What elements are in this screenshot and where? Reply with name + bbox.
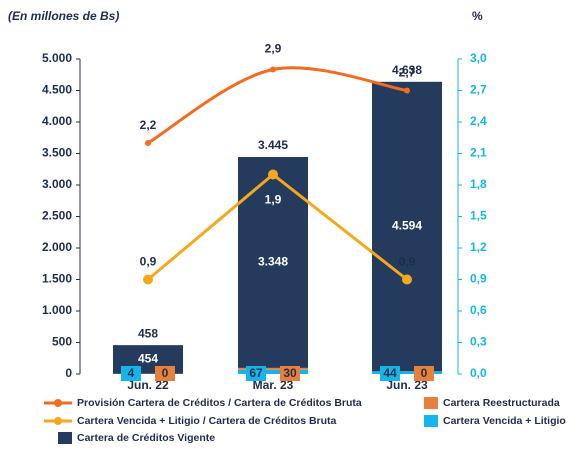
label-bg [380, 366, 400, 381]
y2-tick-label: 1,8 [470, 177, 487, 191]
label-bg [155, 366, 175, 381]
x-tick-label: Jun. 23 [386, 378, 428, 392]
y2-tick-label: 2,1 [470, 146, 487, 160]
legend-swatch [58, 432, 72, 444]
bar-value-label: 454 [138, 352, 158, 366]
total-label: 4.638 [392, 63, 422, 77]
label-bg [121, 366, 141, 381]
y2-tick-label: 0,6 [470, 303, 487, 317]
bar-value-label: 44 [383, 366, 397, 380]
line-value-label: 0,9 [140, 255, 157, 269]
y-tick-label: 1.500 [42, 272, 72, 286]
y2-tick-label: 2,7 [470, 83, 487, 97]
legend-swatch [424, 397, 438, 409]
x-tick-label: Jun. 22 [127, 378, 169, 392]
y2-tick-label: 0,0 [470, 366, 487, 380]
y2-tick-label: 1,2 [470, 240, 487, 254]
bar-value-label: 3.348 [258, 255, 288, 269]
y-tick-label: 3.500 [42, 146, 72, 160]
y-tick-label: 4.500 [42, 83, 72, 97]
bar-value-label: 4 [128, 366, 135, 380]
line-value-label: 2,9 [265, 42, 282, 56]
legend-swatch [424, 415, 438, 427]
x-tick-label: Mar. 23 [253, 378, 294, 392]
y-tick-label: 500 [52, 335, 72, 349]
y2-title: % [472, 9, 483, 23]
line-marker [402, 274, 412, 285]
line-value-label: 0,9 [399, 255, 416, 269]
y-tick-label: 2.500 [42, 209, 72, 223]
line-marker [404, 87, 410, 94]
bar-segment [372, 81, 442, 372]
line-marker [145, 140, 151, 146]
y-tick-label: 1.000 [42, 303, 72, 317]
bar-value-label: 0 [421, 366, 428, 380]
bar-segment [238, 369, 308, 374]
legend-marker [54, 399, 62, 407]
y2-tick-label: 0,9 [470, 272, 487, 286]
bar-value-label: 4.594 [392, 219, 422, 233]
y-tick-label: 3.000 [42, 177, 72, 191]
line-value-label: 2,7 [399, 66, 416, 80]
legend-label: Provisión Cartera de Créditos / Cartera … [77, 397, 362, 409]
line-marker [268, 169, 278, 180]
label-bg [246, 366, 266, 381]
y-tick-label: 2.000 [42, 240, 72, 254]
bar-value-label: 30 [283, 366, 297, 380]
label-bg [280, 366, 300, 381]
legend-label: Cartera de Créditos Vigente [77, 432, 215, 444]
label-bg [414, 366, 434, 381]
legend-label: Cartera Reestructurada [443, 397, 560, 409]
y2-tick-label: 2,4 [470, 114, 487, 128]
line-value-label: 2,2 [140, 118, 157, 132]
y2-tick-label: 0,3 [470, 335, 487, 349]
chart-title: (En millones de Bs) [8, 9, 119, 23]
bar-value-label: 67 [249, 366, 263, 380]
line-marker [270, 66, 276, 73]
y-tick-label: 0 [65, 366, 72, 380]
legend-marker [54, 417, 62, 425]
total-label: 458 [138, 326, 158, 340]
legend-label: Cartera Vencida + Litigio [443, 415, 566, 427]
total-label: 3.445 [258, 138, 288, 152]
y-tick-label: 4.000 [42, 114, 72, 128]
bar-segment [372, 371, 442, 374]
y-tick-label: 5.000 [42, 51, 72, 65]
line-value-label: 1,9 [265, 193, 282, 207]
bar-segment [238, 367, 308, 370]
bar-value-label: 0 [162, 366, 169, 380]
line [147, 66, 408, 145]
legend-label: Cartera Vencida + Litigio / Cartera de C… [77, 415, 337, 427]
y2-tick-label: 3,0 [470, 51, 487, 65]
y2-tick-label: 1,5 [470, 209, 487, 223]
line-marker [143, 274, 153, 285]
